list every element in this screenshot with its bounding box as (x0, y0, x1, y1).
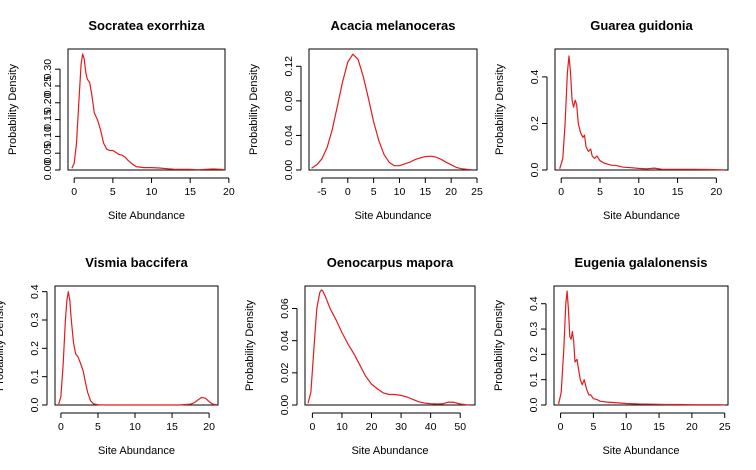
x-tick-label: 20 (445, 186, 457, 198)
chart-panel-3: Guarea guidonia 0 5 10 15 20 Site Abundance 0.0… (494, 18, 729, 222)
y-tick-label: 0.4 (29, 284, 41, 299)
x-tick-label: 5 (597, 186, 603, 198)
x-tick-label: 10 (620, 421, 632, 433)
y-tick-label: 0.10 (42, 126, 54, 147)
density-curve (558, 290, 725, 406)
x-tick-label: 5 (371, 186, 377, 198)
plot-frame (67, 48, 226, 171)
y-tick-label: 0.20 (42, 92, 54, 113)
y-tick-label: 0.2 (528, 347, 540, 362)
x-tick-label: 20 (366, 421, 378, 433)
y-tick-label: 0.2 (529, 116, 541, 131)
density-curve (311, 53, 472, 171)
y-axis-label: Probability Density (494, 63, 506, 155)
density-curve (307, 289, 471, 406)
x-tick-label: 5 (590, 421, 596, 433)
y-tick-label: 0.00 (279, 395, 291, 416)
y-axis-label: Probability Density (7, 63, 19, 155)
x-tick-label: 5 (110, 186, 116, 198)
y-tick-label: 0.0 (29, 398, 41, 413)
x-tick-label: 20 (203, 421, 215, 433)
x-tick-label: 10 (146, 186, 158, 198)
x-tick-label: 20 (711, 186, 723, 198)
y-tick-label: 0.4 (528, 296, 540, 311)
plot-frame (54, 285, 219, 406)
y-tick-label: 0.1 (528, 372, 540, 387)
x-tick-label: 20 (686, 421, 698, 433)
x-tick-label: 0 (558, 186, 564, 198)
plot-frame (553, 285, 729, 406)
y-axis-label: Probability Density (244, 299, 256, 391)
x-tick-label: 10 (336, 421, 348, 433)
x-tick-label: 0 (71, 186, 77, 198)
x-tick-label: 15 (166, 421, 178, 433)
y-axis-label: Probability Density (248, 63, 260, 155)
x-tick-label: 20 (223, 186, 235, 198)
y-tick-label: 0.04 (279, 330, 291, 351)
y-tick-label: 0.1 (29, 369, 41, 384)
x-axis-label: Site Abundance (351, 445, 428, 457)
y-tick-label: 0.00 (283, 160, 295, 181)
x-tick-label: 0 (558, 421, 564, 433)
x-tick-label: 0 (58, 421, 64, 433)
y-tick-label: 0.2 (29, 341, 41, 356)
x-tick-label: 15 (653, 421, 665, 433)
x-tick-label: -5 (317, 186, 326, 198)
density-curve (71, 53, 226, 171)
y-tick-label: 0.0 (529, 163, 541, 178)
x-axis-label: Site Abundance (108, 210, 185, 222)
x-tick-label: 25 (719, 421, 731, 433)
chart-title: Oenocarpus mapora (327, 255, 454, 270)
y-tick-label: 0.05 (42, 143, 54, 164)
y-tick-label: 0.30 (42, 59, 54, 80)
x-tick-label: 30 (395, 421, 407, 433)
chart-panel-5: Oenocarpus mapora 0 10 20 30 40 50 Site Abundan… (244, 255, 476, 457)
y-tick-label: 0.3 (29, 313, 41, 328)
x-axis-label: Site Abundance (98, 445, 175, 457)
x-tick-label: 15 (672, 186, 684, 198)
x-tick-label: 25 (471, 186, 483, 198)
x-tick-label: 5 (95, 421, 101, 433)
chart-title: Vismia baccifera (85, 255, 188, 270)
chart-title: Socratea exorrhiza (88, 18, 205, 33)
y-tick-label: 0.15 (42, 109, 54, 130)
chart-panel-2: Acacia melanoceras -5 0 5 10 15 20 25 Site Abund… (248, 18, 483, 222)
y-tick-label: 0.02 (279, 362, 291, 383)
x-tick-label: 15 (419, 186, 431, 198)
y-tick-label: 0.4 (529, 69, 541, 84)
y-tick-label: 0.3 (528, 322, 540, 337)
x-axis-label: Site Abundance (602, 445, 679, 457)
density-curve (559, 55, 725, 171)
y-tick-label: 0.12 (283, 56, 295, 77)
x-tick-label: 40 (425, 421, 437, 433)
x-axis-label: Site Abundance (603, 210, 680, 222)
chart-title: Acacia melanoceras (330, 18, 455, 33)
x-tick-label: 10 (394, 186, 406, 198)
y-axis-label: Probability Density (493, 299, 505, 391)
y-axis-label: Probability Density (0, 299, 6, 391)
chart-panel-4: Vismia baccifera 0 5 10 15 20 Site Abundance 0.… (0, 255, 219, 457)
y-tick-label: 0.04 (283, 125, 295, 146)
chart-title: Eugenia galalonensis (575, 255, 708, 270)
y-tick-label: 0.00 (42, 160, 54, 181)
chart-title: Guarea guidonia (590, 18, 693, 33)
plot-frame (554, 48, 729, 171)
y-tick-label: 0.06 (279, 298, 291, 319)
x-tick-label: 0 (309, 421, 315, 433)
x-tick-label: 10 (129, 421, 141, 433)
x-tick-label: 0 (345, 186, 351, 198)
x-tick-label: 50 (454, 421, 466, 433)
y-tick-label: 0.08 (283, 90, 295, 111)
density-curve (58, 291, 217, 406)
plot-frame (308, 48, 478, 171)
x-tick-label: 15 (184, 186, 196, 198)
chart-panel-6: Eugenia galalonensis 0 5 10 15 20 25 Site Abund… (493, 255, 731, 457)
x-axis-label: Site Abundance (354, 210, 431, 222)
x-tick-label: 10 (633, 186, 645, 198)
y-tick-label: 0.25 (42, 76, 54, 97)
y-tick-label: 0.0 (528, 398, 540, 413)
plot-frame (304, 285, 476, 406)
chart-panel-1: Socratea exorrhiza 0 5 10 15 20 Site Abundance… (7, 18, 235, 222)
